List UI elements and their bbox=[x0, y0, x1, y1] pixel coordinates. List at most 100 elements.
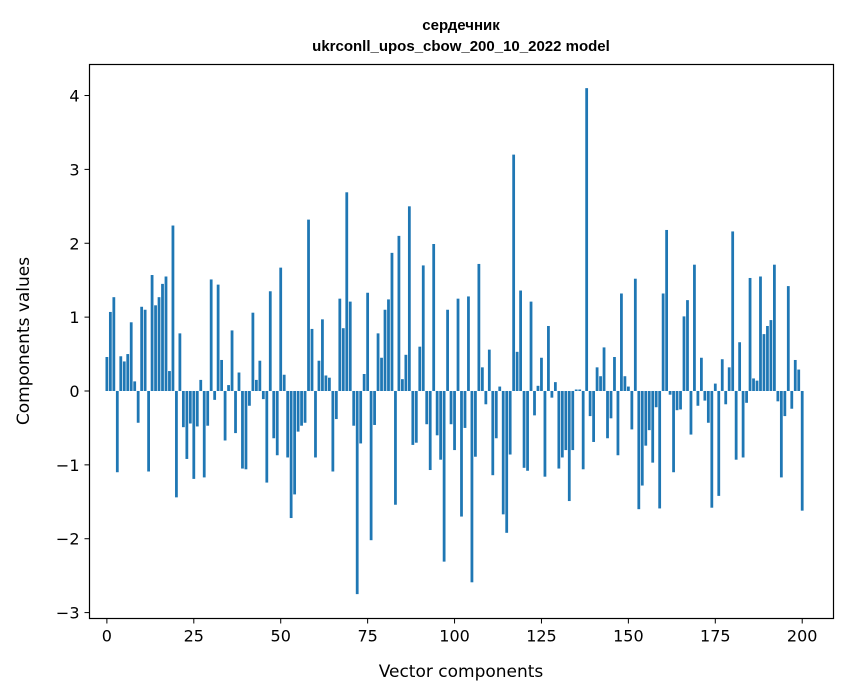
bar bbox=[560, 390, 564, 458]
bar bbox=[529, 301, 533, 391]
bar bbox=[442, 390, 446, 562]
bar bbox=[362, 374, 366, 391]
x-axis-label: Vector components bbox=[379, 662, 544, 682]
bar bbox=[202, 390, 206, 478]
bar bbox=[578, 389, 582, 391]
bar bbox=[314, 390, 317, 458]
chart-title: сердечник bbox=[422, 17, 500, 34]
y-tick-label: 3 bbox=[69, 160, 79, 179]
bar bbox=[352, 390, 356, 426]
bar bbox=[411, 390, 415, 445]
bar bbox=[696, 390, 700, 406]
bar bbox=[731, 231, 735, 391]
bar bbox=[439, 390, 443, 460]
bar bbox=[168, 371, 171, 391]
bar bbox=[150, 275, 154, 391]
bar bbox=[216, 284, 220, 391]
bar bbox=[543, 390, 547, 477]
bar bbox=[331, 390, 335, 472]
bar bbox=[115, 390, 119, 473]
bar bbox=[661, 293, 665, 391]
bar bbox=[453, 390, 456, 451]
bar bbox=[338, 298, 342, 391]
bar bbox=[515, 351, 519, 391]
bar bbox=[213, 390, 217, 400]
bar bbox=[470, 390, 474, 583]
bar bbox=[588, 390, 592, 417]
bar bbox=[741, 390, 745, 458]
bar bbox=[261, 390, 265, 400]
bar bbox=[710, 390, 714, 508]
bar bbox=[567, 390, 571, 502]
bar bbox=[522, 390, 526, 468]
bar bbox=[380, 357, 383, 391]
x-tick-label: 125 bbox=[526, 627, 557, 646]
bar bbox=[108, 311, 112, 391]
y-tick-label: 2 bbox=[69, 234, 79, 253]
bar bbox=[533, 390, 536, 416]
bar bbox=[574, 389, 578, 391]
bar bbox=[773, 264, 776, 391]
y-tick-label: −1 bbox=[56, 456, 80, 475]
bar bbox=[672, 390, 675, 473]
bar bbox=[175, 390, 178, 498]
bar bbox=[286, 390, 290, 458]
bar bbox=[491, 390, 495, 476]
x-tick-label: 50 bbox=[271, 627, 291, 646]
bar bbox=[334, 390, 338, 420]
bar bbox=[487, 349, 491, 391]
bar bbox=[786, 286, 790, 391]
bar bbox=[220, 359, 223, 391]
y-tick-label: −2 bbox=[56, 530, 80, 549]
bar bbox=[289, 390, 293, 519]
bar bbox=[126, 354, 130, 391]
bar bbox=[769, 320, 773, 391]
bar bbox=[599, 376, 602, 391]
bar bbox=[387, 299, 390, 391]
bar bbox=[498, 386, 502, 391]
x-tick-label: 200 bbox=[787, 627, 818, 646]
bar bbox=[275, 390, 279, 456]
bar bbox=[373, 390, 376, 425]
bar bbox=[550, 390, 554, 398]
bar bbox=[300, 390, 303, 426]
bar bbox=[317, 360, 321, 391]
bar bbox=[401, 379, 404, 391]
bar bbox=[762, 334, 766, 391]
bar bbox=[713, 383, 717, 391]
bar bbox=[446, 309, 449, 391]
bar bbox=[800, 390, 804, 511]
bar bbox=[345, 192, 349, 391]
bar bbox=[188, 390, 192, 424]
bar bbox=[505, 390, 509, 533]
bar bbox=[793, 359, 797, 391]
bar bbox=[790, 390, 794, 409]
bar bbox=[265, 390, 269, 483]
bar bbox=[630, 390, 634, 430]
bar bbox=[467, 296, 470, 391]
bar bbox=[682, 316, 686, 391]
bar bbox=[456, 298, 460, 391]
bar bbox=[609, 390, 613, 419]
bar bbox=[508, 390, 512, 455]
bar bbox=[359, 390, 363, 444]
bar bbox=[640, 390, 644, 486]
plot-frame bbox=[88, 63, 835, 620]
bar bbox=[157, 297, 161, 391]
bar bbox=[623, 376, 627, 391]
bar bbox=[185, 390, 189, 459]
bar bbox=[654, 390, 658, 408]
bar bbox=[675, 390, 679, 411]
bar bbox=[766, 325, 769, 391]
bar bbox=[129, 322, 133, 391]
bar bbox=[421, 265, 425, 391]
bar bbox=[248, 390, 251, 406]
bar bbox=[272, 390, 276, 439]
bar bbox=[526, 390, 529, 471]
bar bbox=[181, 390, 185, 428]
bar bbox=[606, 390, 609, 439]
bar bbox=[234, 390, 237, 434]
bar bbox=[571, 390, 575, 451]
bar bbox=[192, 390, 196, 479]
bar bbox=[595, 367, 599, 391]
